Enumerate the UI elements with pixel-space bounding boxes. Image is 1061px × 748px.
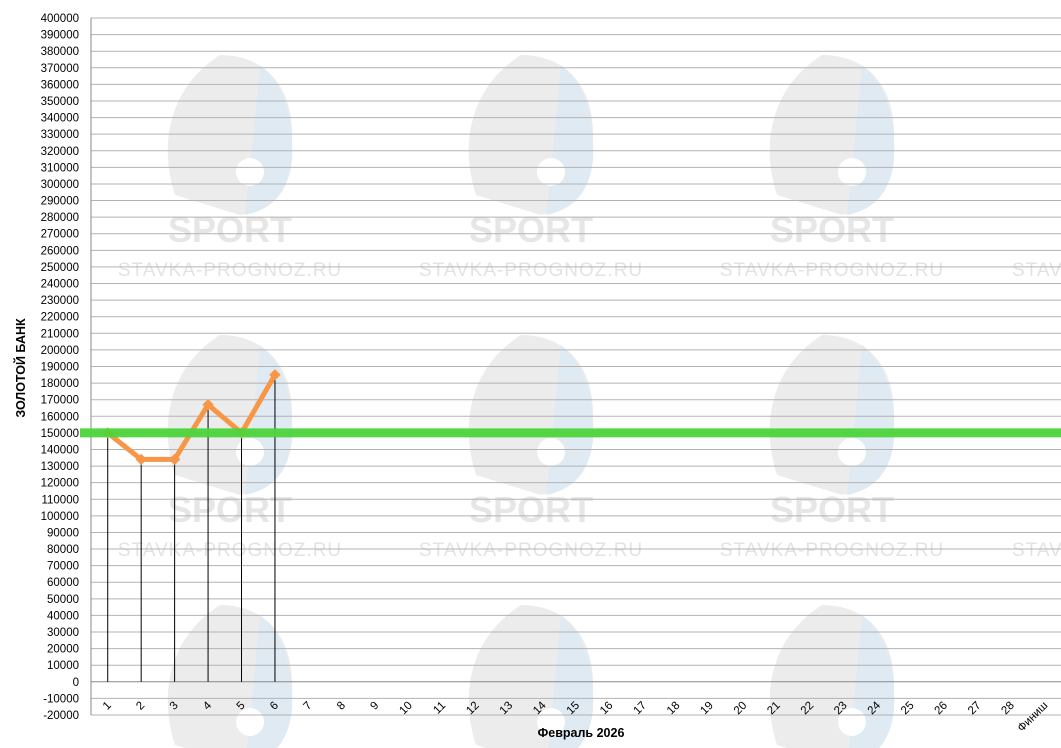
watermark-ball-icon [236,438,264,466]
watermark-ball-icon [838,438,866,466]
data-point [135,453,147,466]
y-tick-label: 400000 [41,13,79,25]
watermark-logo [769,605,895,748]
watermark-brand: SPORT [168,209,292,250]
y-tick-label: 130000 [41,461,79,473]
watermark-brand: SPORT [770,209,894,250]
watermark-site: STAVKA-PROGNOZ.RU [419,260,643,281]
y-tick-label: -10000 [43,693,79,705]
watermark-ball-icon [838,158,866,186]
watermark-site: STAVKA-PROGNOZ.RU [118,540,342,561]
y-tick-label: 160000 [41,411,79,423]
y-tick-label: 380000 [41,46,79,58]
watermark-site: STAVKA-PROGNOZ.RU [1012,260,1061,281]
data-point [202,399,214,411]
y-tick-label: 100000 [41,511,79,523]
watermark-site: STAVKA-PROGNOZ.RU [720,540,944,561]
y-axis-title: ЗОЛОТОЙ БАНК [13,318,28,418]
watermark-brand: SPORT [469,209,593,250]
watermark-site: STAVKA-PROGNOZ.RU [118,260,342,281]
watermark-ball-icon [236,158,264,186]
watermark-site: STAVKA-PROGNOZ.RU [419,540,643,561]
y-tick-label: 30000 [47,627,79,639]
watermark-logo: SPORT STAVKA-PROGNOZ.RU [419,55,643,281]
watermark-logo: SPORT STAVKA-PROGNOZ.RU [720,55,944,281]
y-tick-label: 10000 [47,660,79,672]
y-tick-label: 150000 [41,428,79,440]
y-tick-label: 370000 [41,63,79,75]
y-tick-label: 0 [73,677,79,689]
watermark-logo: SPORT STAVKA-PROGNOZ.RU [720,335,944,561]
watermark-brand: SPORT [469,489,593,530]
watermark-brand: SPORT [770,489,894,530]
watermark-site: STAVKA-PROGNOZ.RU [720,260,944,281]
y-tick-label: 140000 [41,444,79,456]
x-tick-label: 7 [302,700,315,713]
data-point [168,453,181,466]
watermark-logo [167,605,293,748]
y-tick-label: 60000 [47,577,79,589]
y-tick-label: 300000 [41,179,79,191]
x-tick-label: 1 [101,700,114,713]
watermark-logo: SPORT STAVKA-PROGNOZ.RU [419,335,643,561]
y-tick-label: 170000 [41,395,79,407]
data-point [269,369,281,381]
x-tick-label: 2 [134,700,147,713]
y-tick-label: 190000 [41,362,79,374]
y-tick-label: 240000 [41,279,79,291]
y-tick-label: 280000 [41,212,79,224]
y-tick-label: 110000 [41,494,79,506]
watermark-ball-icon [537,438,565,466]
y-tick-label: 230000 [41,295,79,307]
y-tick-label: 360000 [41,79,79,91]
watermark-ball-icon [236,708,264,736]
y-tick-label: 180000 [41,378,79,390]
watermark-ball-icon [537,158,565,186]
y-tick-label: 20000 [47,644,79,656]
watermark-site: STAVKA-PROGNOZ.RU [1012,540,1061,561]
y-tick-label: 320000 [41,146,79,158]
x-tick-label: Финиш [1016,700,1051,735]
x-tick-label: 11 [431,700,448,717]
y-tick-label: 350000 [41,96,79,108]
y-tick-label: -20000 [43,710,79,722]
y-tick-label: 310000 [41,162,79,174]
y-tick-label: 70000 [47,561,79,573]
watermark-logo: SPORT STAVKA-PROGNOZ.RU [118,55,342,281]
y-tick-label: 210000 [41,328,79,340]
x-axis-title: Февраль 2026 [538,726,625,740]
y-tick-label: 220000 [41,312,79,324]
x-tick-label: 9 [368,700,381,713]
y-tick-label: 250000 [41,262,79,274]
y-tick-label: 260000 [41,245,79,257]
y-tick-label: 200000 [41,345,79,357]
y-tick-label: 80000 [47,544,79,556]
watermark-brand: SPORT [168,489,292,530]
y-tick-label: 290000 [41,196,79,208]
y-tick-label: 120000 [41,478,79,490]
y-tick-label: 270000 [41,229,79,241]
y-tick-label: 50000 [47,594,79,606]
y-tick-label: 40000 [47,610,79,622]
y-tick-label: 340000 [41,113,79,125]
y-tick-label: 90000 [47,527,79,539]
y-tick-label: 330000 [41,129,79,141]
watermark-logo: SPORT STAVKA-PROGNOZ.RU [118,335,342,561]
y-tick-label: 390000 [41,30,79,42]
x-tick-label: 8 [335,700,348,713]
